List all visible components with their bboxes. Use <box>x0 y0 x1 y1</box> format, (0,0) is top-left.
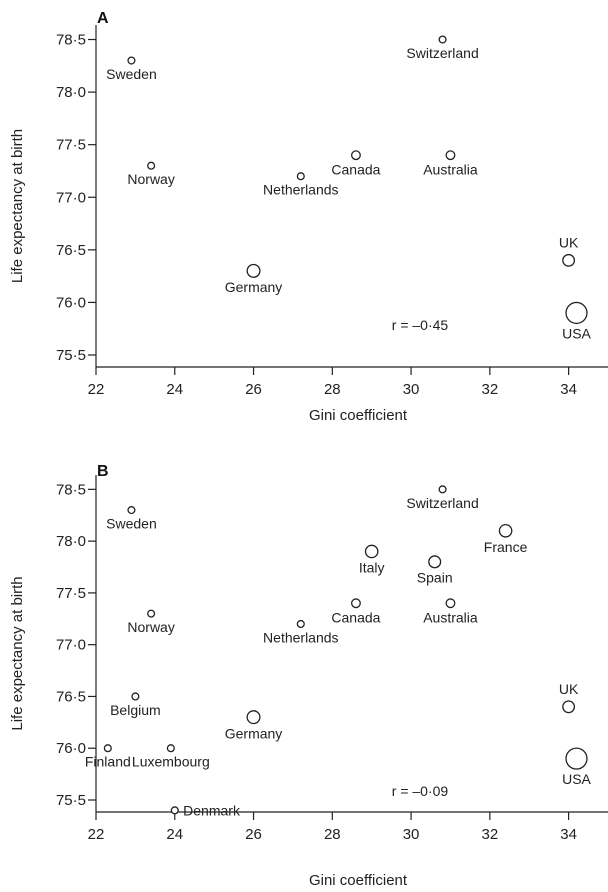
x-tick-label: 34 <box>560 826 577 843</box>
point-label-norway: Norway <box>127 171 174 187</box>
point-germany <box>246 263 261 278</box>
point-label-switzerland: Switzerland <box>406 495 478 511</box>
point-label-italy: Italy <box>359 560 385 576</box>
x-axis-label: Gini coefficient <box>309 872 408 889</box>
point-australia <box>445 598 456 609</box>
panel-label: A <box>97 10 109 27</box>
point-label-netherlands: Netherlands <box>263 182 339 198</box>
y-tick-label: 76·0 <box>56 740 86 757</box>
point-label-finland: Finland <box>85 754 131 770</box>
y-tick-label: 77·0 <box>56 189 86 206</box>
y-tick-label: 78·0 <box>56 84 86 101</box>
y-tick-label: 78·5 <box>56 32 86 49</box>
point-label-netherlands: Netherlands <box>263 629 339 645</box>
y-tick-label: 75·5 <box>56 347 86 364</box>
y-axis-label: Life expectancy at birth <box>9 576 26 730</box>
point-label-australia: Australia <box>423 161 478 177</box>
point-canada <box>350 150 361 161</box>
point-label-australia: Australia <box>423 610 478 626</box>
y-tick-label: 75·5 <box>56 792 86 809</box>
point-belgium <box>131 692 140 701</box>
point-label-usa: USA <box>562 325 591 341</box>
point-label-spain: Spain <box>417 570 453 586</box>
x-tick-label: 28 <box>324 381 341 398</box>
point-label-sweden: Sweden <box>106 66 157 82</box>
point-spain <box>428 555 442 569</box>
point-norway <box>147 161 156 170</box>
x-tick-label: 24 <box>166 826 183 843</box>
panel-label: B <box>97 463 109 480</box>
x-tick-label: 32 <box>482 381 499 398</box>
x-tick-label: 34 <box>560 381 577 398</box>
x-tick-label: 26 <box>245 826 262 843</box>
point-label-denmark: Denmark <box>183 802 241 818</box>
x-tick-label: 30 <box>403 381 420 398</box>
x-tick-label: 32 <box>482 826 499 843</box>
y-tick-label: 76·5 <box>56 688 86 705</box>
point-label-uk: UK <box>559 235 579 251</box>
x-tick-label: 26 <box>245 381 262 398</box>
point-australia <box>445 150 456 161</box>
point-sweden <box>127 506 136 515</box>
correlation-annotation: r = –0·09 <box>392 783 449 799</box>
point-label-france: France <box>484 539 528 555</box>
point-luxembourg <box>166 744 175 753</box>
point-label-switzerland: Switzerland <box>406 45 478 61</box>
point-label-norway: Norway <box>127 619 174 635</box>
point-italy <box>364 544 379 559</box>
y-tick-label: 77·5 <box>56 137 86 154</box>
point-norway <box>147 609 156 618</box>
x-tick-label: 24 <box>166 381 183 398</box>
point-uk <box>562 253 576 267</box>
x-tick-label: 22 <box>88 381 105 398</box>
point-france <box>498 523 513 538</box>
correlation-annotation: r = –0·45 <box>392 317 449 333</box>
point-usa <box>565 747 588 770</box>
y-tick-label: 77·5 <box>56 585 86 602</box>
point-switzerland <box>438 35 447 44</box>
y-axis-label: Life expectancy at birth <box>9 129 26 283</box>
y-tick-label: 78·5 <box>56 481 86 498</box>
point-finland <box>103 744 112 753</box>
point-denmark <box>170 806 179 815</box>
y-tick-label: 78·0 <box>56 533 86 550</box>
panel-a: A 75·5 76·0 76·5 77·0 77·5 78·0 78·5 22 24 26 28 30 3… <box>9 10 608 424</box>
y-tick-label: 77·0 <box>56 637 86 654</box>
point-uk <box>562 700 576 714</box>
point-label-germany: Germany <box>225 279 283 295</box>
point-switzerland <box>438 485 447 494</box>
point-label-usa: USA <box>562 771 591 787</box>
panel-b: B 75·5 76·0 76·5 77·0 77·5 78·0 78·5 22 24 26 28 30 3… <box>9 463 608 889</box>
point-sweden <box>127 56 136 65</box>
point-usa <box>565 301 588 325</box>
x-tick-label: 28 <box>324 826 341 843</box>
point-germany <box>246 710 261 725</box>
point-label-uk: UK <box>559 681 579 697</box>
y-tick-label: 76·5 <box>56 242 86 259</box>
point-label-canada: Canada <box>331 161 380 177</box>
point-label-sweden: Sweden <box>106 515 157 531</box>
point-label-luxembourg: Luxembourg <box>132 754 210 770</box>
point-netherlands <box>296 619 305 629</box>
point-label-canada: Canada <box>331 610 380 626</box>
x-tick-label: 22 <box>88 826 105 843</box>
x-tick-label: 30 <box>403 826 420 843</box>
y-tick-label: 76·0 <box>56 294 86 311</box>
x-axis-label: Gini coefficient <box>309 407 408 424</box>
point-netherlands <box>296 172 305 181</box>
point-canada <box>350 598 361 609</box>
point-label-belgium: Belgium <box>110 702 161 718</box>
point-label-germany: Germany <box>225 726 283 742</box>
